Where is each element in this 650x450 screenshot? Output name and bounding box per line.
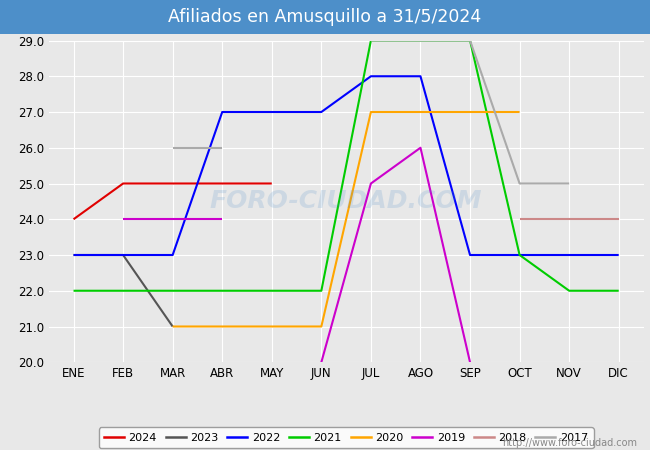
2021 [119,288,127,293]
2020 [515,109,523,115]
2022 [566,252,573,258]
2022 [367,73,375,79]
2024 [169,181,177,186]
2021 [466,38,474,43]
2020 [317,324,325,329]
2021 [169,288,177,293]
2024 [268,181,276,186]
2022 [119,252,127,258]
2017 [218,145,226,150]
2024 [218,181,226,186]
2020 [466,109,474,115]
Line: 2020: 2020 [173,112,519,327]
2020 [169,324,177,329]
2022 [169,252,177,258]
2021 [417,38,424,43]
2017 [169,145,177,150]
2022 [417,73,424,79]
2022 [317,109,325,115]
2021 [615,288,623,293]
2022 [268,109,276,115]
2020 [218,324,226,329]
2018 [515,216,523,222]
2019 [218,216,226,222]
Line: 2022: 2022 [73,76,619,255]
2021 [515,252,523,258]
2024 [119,181,127,186]
2019 [119,216,127,222]
Line: 2023: 2023 [73,255,173,327]
2022 [515,252,523,258]
2020 [268,324,276,329]
2023 [70,252,77,258]
Text: Afiliados en Amusquillo a 31/5/2024: Afiliados en Amusquillo a 31/5/2024 [168,8,482,26]
Legend: 2024, 2023, 2022, 2021, 2020, 2019, 2018, 2017: 2024, 2023, 2022, 2021, 2020, 2019, 2018… [99,428,593,448]
2023 [119,252,127,258]
2021 [268,288,276,293]
2022 [70,252,77,258]
2022 [615,252,623,258]
Text: FORO-CIUDAD.COM: FORO-CIUDAD.COM [210,189,482,213]
2021 [367,38,375,43]
2019 [169,216,177,222]
2023 [169,324,177,329]
2021 [566,288,573,293]
2024 [70,216,77,222]
2018 [615,216,623,222]
2021 [70,288,77,293]
2021 [317,288,325,293]
2020 [417,109,424,115]
Text: http://www.foro-ciudad.com: http://www.foro-ciudad.com [502,438,637,448]
Line: 2021: 2021 [73,40,619,291]
2022 [218,109,226,115]
2022 [466,252,474,258]
2018 [566,216,573,222]
2020 [367,109,375,115]
2021 [218,288,226,293]
Line: 2024: 2024 [73,184,272,219]
